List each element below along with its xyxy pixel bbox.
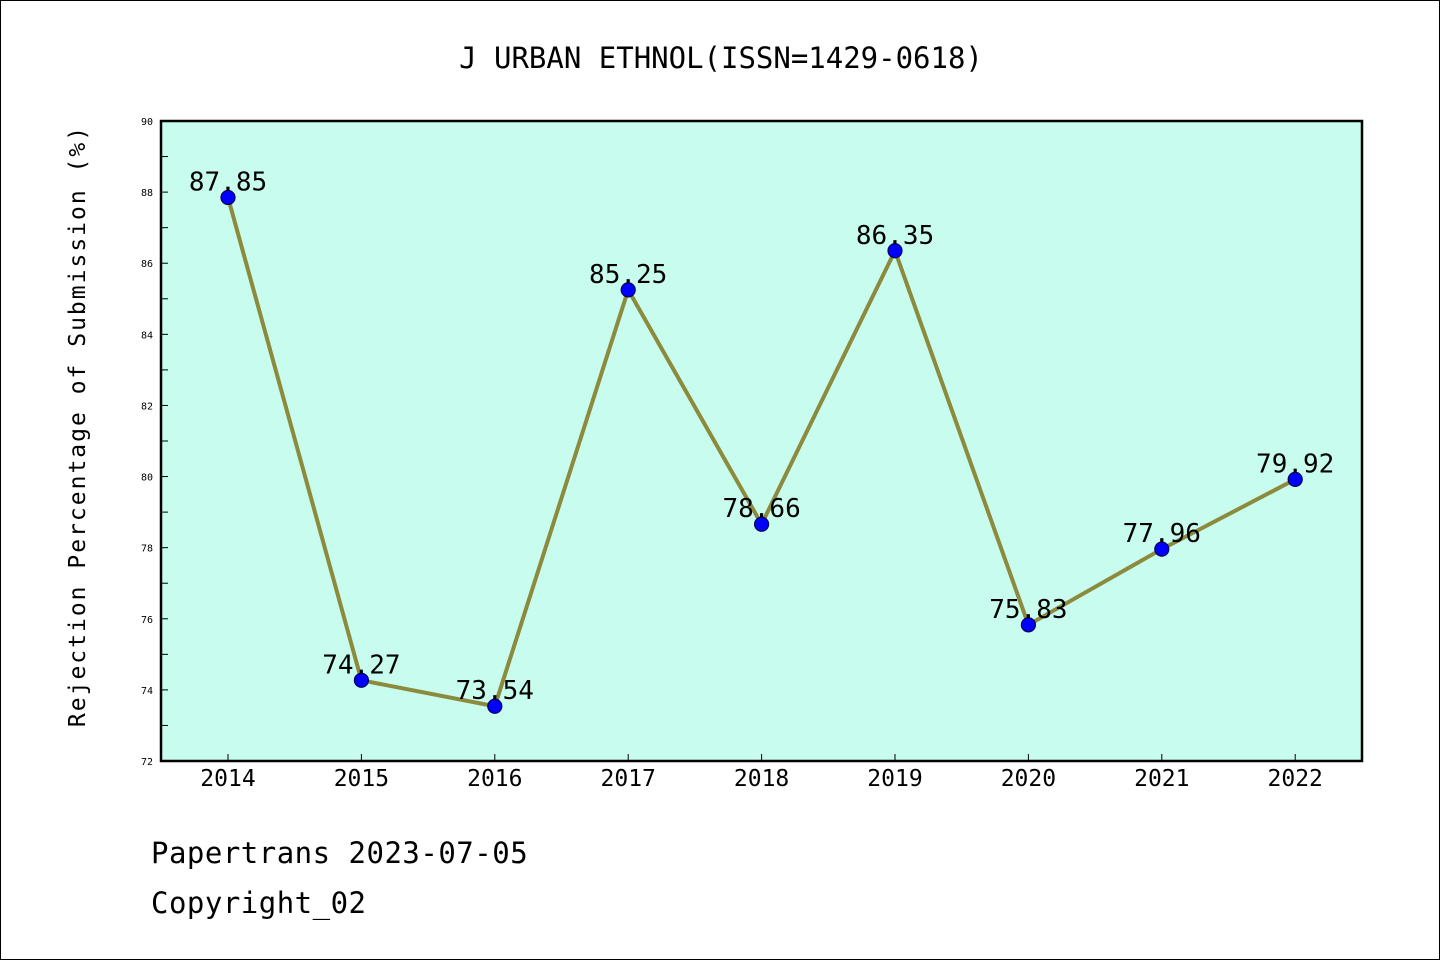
y-tick-label: 82	[141, 401, 153, 412]
data-label: 87.85	[189, 167, 267, 197]
data-label: 86.35	[856, 221, 934, 251]
footer-copyright: Copyright_02	[151, 886, 367, 920]
y-tick-label: 74	[141, 686, 153, 697]
data-point	[753, 516, 770, 532]
x-tick-label: 2022	[1268, 766, 1323, 792]
data-point	[220, 189, 236, 206]
y-tick-label: 90	[141, 117, 153, 128]
x-tick-label: 2019	[867, 766, 922, 792]
data-point	[1020, 617, 1037, 633]
y-tick-label: 80	[141, 473, 153, 484]
x-tick-label: 2017	[601, 766, 656, 792]
y-tick-label: 78	[141, 544, 153, 555]
x-tick-label: 2014	[200, 766, 255, 792]
data-point	[1287, 471, 1303, 487]
plot-border	[159, 119, 1364, 763]
x-tick-label: 2021	[1134, 766, 1189, 792]
x-tick-label: 2020	[1001, 766, 1056, 792]
chart-title: J URBAN ETHNOL(ISSN=1429-0618)	[459, 41, 983, 75]
data-label: 79.92	[1256, 449, 1334, 479]
y-tick-label: 88	[141, 188, 153, 199]
data-label: 78.66	[722, 494, 800, 524]
data-label: 73.54	[456, 676, 534, 706]
plot-area	[161, 121, 1362, 761]
x-tick-label: 2018	[734, 766, 789, 792]
x-tick-label: 2015	[334, 766, 389, 792]
y-tick-label: 86	[141, 259, 153, 270]
data-point	[487, 698, 503, 714]
data-point	[1154, 541, 1170, 557]
data-point	[887, 243, 903, 259]
y-tick-label: 72	[141, 757, 153, 768]
data-label: 75.83	[989, 595, 1067, 625]
y-tick-label: 84	[141, 330, 153, 341]
y-tick-label: 76	[141, 615, 153, 626]
data-point	[620, 282, 636, 298]
footer-date: Papertrans 2023-07-05	[151, 836, 529, 870]
x-tick-label: 2016	[467, 766, 522, 792]
data-label: 77.96	[1123, 519, 1201, 549]
data-point	[353, 672, 369, 688]
data-label: 85.25	[589, 260, 667, 290]
data-label: 74.27	[322, 650, 400, 680]
y-axis-label: Rejection Percentage of Submission (%)	[65, 125, 91, 727]
